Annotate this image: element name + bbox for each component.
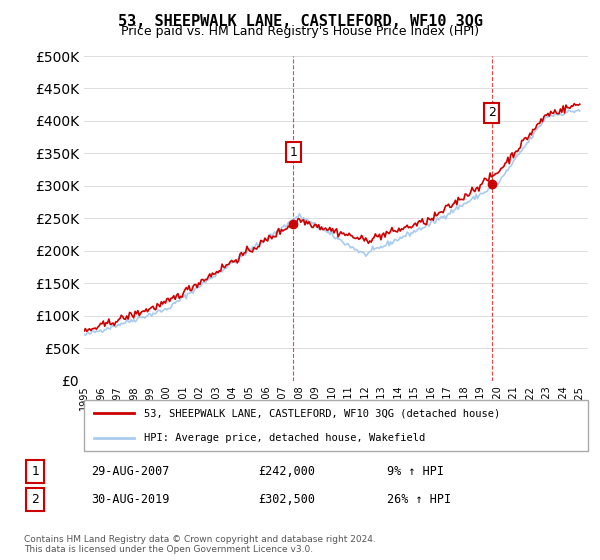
- Text: 1: 1: [289, 146, 297, 158]
- Text: 29-AUG-2007: 29-AUG-2007: [91, 465, 169, 478]
- Text: HPI: Average price, detached house, Wakefield: HPI: Average price, detached house, Wake…: [145, 433, 426, 443]
- FancyBboxPatch shape: [84, 400, 588, 451]
- Text: 30-AUG-2019: 30-AUG-2019: [91, 493, 169, 506]
- Text: 53, SHEEPWALK LANE, CASTLEFORD, WF10 3QG: 53, SHEEPWALK LANE, CASTLEFORD, WF10 3QG: [118, 14, 482, 29]
- Text: 2: 2: [488, 106, 496, 119]
- Text: Contains HM Land Registry data © Crown copyright and database right 2024.
This d: Contains HM Land Registry data © Crown c…: [24, 535, 376, 554]
- Text: 53, SHEEPWALK LANE, CASTLEFORD, WF10 3QG (detached house): 53, SHEEPWALK LANE, CASTLEFORD, WF10 3QG…: [145, 408, 501, 418]
- Text: 2: 2: [31, 493, 39, 506]
- Text: £302,500: £302,500: [259, 493, 316, 506]
- Text: 9% ↑ HPI: 9% ↑ HPI: [387, 465, 444, 478]
- Text: £242,000: £242,000: [259, 465, 316, 478]
- Text: 26% ↑ HPI: 26% ↑ HPI: [387, 493, 451, 506]
- Text: 1: 1: [31, 465, 39, 478]
- Text: Price paid vs. HM Land Registry's House Price Index (HPI): Price paid vs. HM Land Registry's House …: [121, 25, 479, 38]
